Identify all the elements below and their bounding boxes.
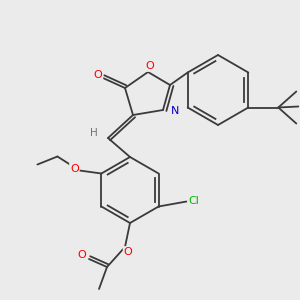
Text: Cl: Cl [188, 196, 199, 206]
Text: O: O [94, 70, 102, 80]
Text: N: N [171, 106, 179, 116]
Text: H: H [90, 128, 98, 138]
Text: O: O [70, 164, 79, 173]
Text: O: O [78, 250, 86, 260]
Text: O: O [146, 61, 154, 71]
Text: O: O [124, 247, 132, 257]
